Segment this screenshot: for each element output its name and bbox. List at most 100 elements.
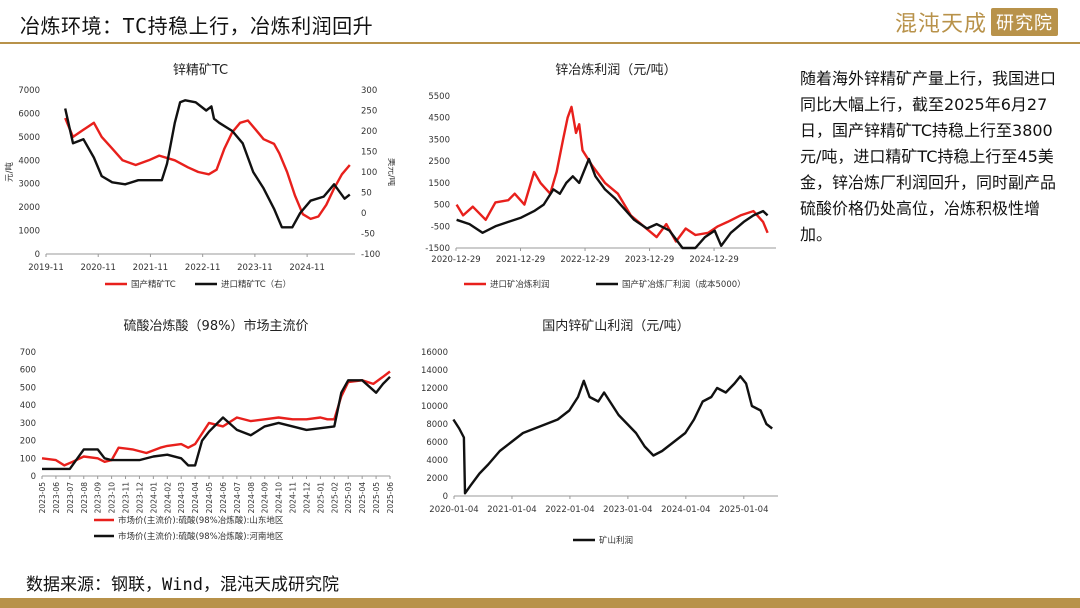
x-tick-label: 2021-12-29 xyxy=(496,255,545,265)
y-tick-label: 10000 xyxy=(421,402,448,412)
x-tick-label: 2023-05 xyxy=(38,482,47,514)
legend-label: 进口矿冶炼利润 xyxy=(490,279,550,290)
y-tick-label: -1500 xyxy=(425,244,450,254)
legend-label: 市场价(主流价):硫酸(98%冶炼酸):河南地区 xyxy=(118,531,284,542)
x-tick-label: 2024-12 xyxy=(302,482,311,514)
y-right-tick-label: -100 xyxy=(361,250,380,260)
y-tick-label: 0 xyxy=(31,472,36,482)
x-tick-label: 2020-12-29 xyxy=(431,255,480,265)
x-tick-label: 2019-11 xyxy=(28,263,64,273)
y-tick-label: 300 xyxy=(20,419,36,429)
commentary-text: 随着海外锌精矿产量上行，我国进口同比大幅上行，截至2025年6月27日，国产锌精… xyxy=(800,69,1057,244)
x-tick-label: 2023-08 xyxy=(80,482,89,514)
series-line-2 xyxy=(456,157,769,250)
y-tick-label: 2000 xyxy=(426,474,448,484)
series-line-2 xyxy=(42,375,391,471)
x-tick-label: 2021-01-04 xyxy=(487,505,536,515)
bottom-bar xyxy=(0,598,1080,608)
legend-label: 矿山利润 xyxy=(599,535,633,546)
y-tick-label: 500 xyxy=(20,383,36,393)
y-right-tick-label: 200 xyxy=(361,127,377,137)
x-tick-label: 2024-06 xyxy=(219,482,228,514)
x-tick-label: 2023-07 xyxy=(66,482,75,514)
y-tick-label: 1500 xyxy=(428,179,450,189)
y-right-axis-label: 美元/吨 xyxy=(386,158,395,187)
x-tick-label: 2024-11 xyxy=(289,263,325,273)
x-tick-label: 2025-06 xyxy=(386,482,395,514)
x-tick-label: 2023-06 xyxy=(52,482,61,514)
y-tick-label: 700 xyxy=(20,348,36,358)
y-tick-label: 12000 xyxy=(421,384,448,394)
y-tick-label: 6000 xyxy=(18,109,40,119)
x-tick-label: 2024-04 xyxy=(191,482,200,514)
logo-badge: 研究院 xyxy=(991,8,1058,36)
x-tick-label: 2024-08 xyxy=(247,482,256,514)
data-source: 数据来源：钢联，Wind，混沌天成研究院 xyxy=(26,575,339,595)
x-tick-label: 2024-07 xyxy=(233,482,242,514)
x-tick-label: 2024-09 xyxy=(261,482,270,514)
y-tick-label: 7000 xyxy=(18,86,40,96)
x-tick-label: 2024-01-04 xyxy=(661,505,710,515)
x-tick-label: 2025-05 xyxy=(372,482,381,514)
y-tick-label: 4000 xyxy=(426,456,448,466)
x-tick-label: 2024-10 xyxy=(275,482,284,514)
x-tick-label: 2022-12-29 xyxy=(560,255,609,265)
chart-zinc-concentrate-tc: 锌精矿TC01000200030004000500060007000元/吨-10… xyxy=(4,63,395,290)
y-tick-label: 6000 xyxy=(426,438,448,448)
logo: 混沌天成 研究院 xyxy=(895,6,1058,38)
y-tick-label: 400 xyxy=(20,401,36,411)
chart-zinc-mine-profit: 国内锌矿山利润（元/吨） 0 2000 4000 6000 8000 10000 12000 1… xyxy=(421,318,778,546)
y-tick-label: 1000 xyxy=(18,227,40,237)
y-right-tick-label: 100 xyxy=(361,168,377,178)
y-tick-label: 4000 xyxy=(18,156,40,166)
legend-label: 国产矿冶炼厂利润（成本5000） xyxy=(622,279,746,290)
legend-label: 进口精矿TC（右） xyxy=(221,279,291,290)
y-axis-label: 元/吨 xyxy=(4,162,15,182)
y-right-tick-label: -50 xyxy=(361,230,375,240)
y-tick-label: 8000 xyxy=(426,420,448,430)
x-tick-label: 2024-02 xyxy=(163,482,172,514)
y-tick-label: -500 xyxy=(431,222,450,232)
y-right-tick-label: 0 xyxy=(361,209,366,219)
x-tick-label: 2024-05 xyxy=(205,482,214,514)
y-tick-label: 5000 xyxy=(18,133,40,143)
y-tick-label: 14000 xyxy=(421,366,448,376)
y-tick-label: 500 xyxy=(434,201,450,211)
x-tick-label: 2020-01-04 xyxy=(429,505,478,515)
legend-label: 国产精矿TC xyxy=(131,279,176,290)
y-tick-label: 2500 xyxy=(428,157,450,167)
y-tick-label: 4500 xyxy=(428,114,450,124)
y-tick-label: 0 xyxy=(443,492,448,502)
y-right-tick-label: 300 xyxy=(361,86,377,96)
x-tick-label: 2023-12-29 xyxy=(625,255,674,265)
x-tick-label: 2023-11 xyxy=(237,263,273,273)
chart-sulfuric-acid-price: 硫酸冶炼酸（98%）市场主流价 0 100 200 300 400 500 600 700 202… xyxy=(20,318,395,542)
x-tick-label: 2025-01 xyxy=(316,482,325,514)
x-tick-label: 2023-09 xyxy=(94,482,103,514)
y-tick-label: 3000 xyxy=(18,180,40,190)
y-tick-label: 3500 xyxy=(428,135,450,145)
x-tick-label: 2024-03 xyxy=(177,482,186,514)
y-right-tick-label: 50 xyxy=(361,189,372,199)
x-tick-label: 2024-11 xyxy=(289,482,298,514)
x-tick-label: 2020-11 xyxy=(80,263,116,273)
series-line-1 xyxy=(455,105,769,243)
x-tick-label: 2023-12 xyxy=(135,482,144,514)
logo-text: 混沌天成 xyxy=(894,12,987,37)
series-line-1 xyxy=(452,375,773,495)
x-tick-label: 2024-01 xyxy=(149,482,158,514)
y-tick-label: 200 xyxy=(20,437,36,447)
y-tick-label: 5500 xyxy=(428,92,450,102)
y-tick-label: 100 xyxy=(20,454,36,464)
y-tick-label: 0 xyxy=(35,250,40,260)
x-tick-label: 2021-11 xyxy=(133,263,169,273)
series-line-1 xyxy=(41,370,391,467)
x-tick-label: 2023-10 xyxy=(108,482,117,514)
chart-title: 锌冶炼利润（元/吨） xyxy=(555,63,676,78)
x-tick-label: 2025-01-04 xyxy=(719,505,768,515)
chart-title: 国内锌矿山利润（元/吨） xyxy=(542,318,689,334)
x-tick-label: 2022-11 xyxy=(185,263,221,273)
page-title: 冶炼环境：TC持稳上行，冶炼利润回升 xyxy=(20,14,374,38)
x-tick-label: 2023-11 xyxy=(122,482,131,514)
y-tick-label: 600 xyxy=(20,366,36,376)
